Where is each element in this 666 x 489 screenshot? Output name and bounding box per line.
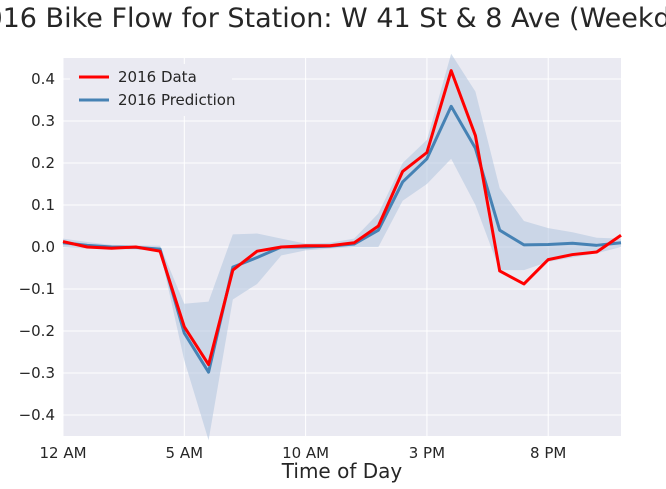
y-axis-ticks: 0.4 0.3 0.2 0.1 0.0 −0.1 −0.2 −0.3 −0.4 <box>19 70 55 424</box>
x-tick-label-1: 5 AM <box>166 444 204 462</box>
legend-label-prediction: 2016 Prediction <box>118 91 235 109</box>
prediction-band-layer <box>63 53 621 441</box>
y-tick-label-6: −0.2 <box>19 322 55 340</box>
y-tick-label-8: −0.4 <box>19 406 55 424</box>
y-tick-label-3: 0.1 <box>31 196 55 214</box>
legend-box <box>70 64 232 116</box>
x-tick-label-0: 12 AM <box>39 444 86 462</box>
y-tick-label-2: 0.2 <box>31 154 55 172</box>
x-tick-label-2: 10 AM <box>282 444 329 462</box>
legend-label-data: 2016 Data <box>118 68 197 86</box>
x-tick-label-4: 8 PM <box>530 444 566 462</box>
prediction-band <box>63 53 621 441</box>
x-axis-ticks: 12 AM 5 AM 10 AM 3 PM 8 PM <box>39 444 566 462</box>
series-line-data <box>62 69 622 367</box>
y-tick-label-7: −0.3 <box>19 364 55 382</box>
x-axis-label: Time of Day <box>281 459 403 483</box>
legend: 2016 Data 2016 Prediction <box>70 64 235 116</box>
y-tick-label-4: 0.0 <box>31 238 55 256</box>
y-tick-label-5: −0.1 <box>19 280 55 298</box>
y-tick-label-1: 0.3 <box>31 112 55 130</box>
chart-title: 2016 Bike Flow for Station: W 41 St & 8 … <box>0 3 666 34</box>
y-tick-label-0: 0.4 <box>31 70 55 88</box>
series-lines <box>62 69 622 374</box>
x-tick-label-3: 3 PM <box>409 444 445 462</box>
